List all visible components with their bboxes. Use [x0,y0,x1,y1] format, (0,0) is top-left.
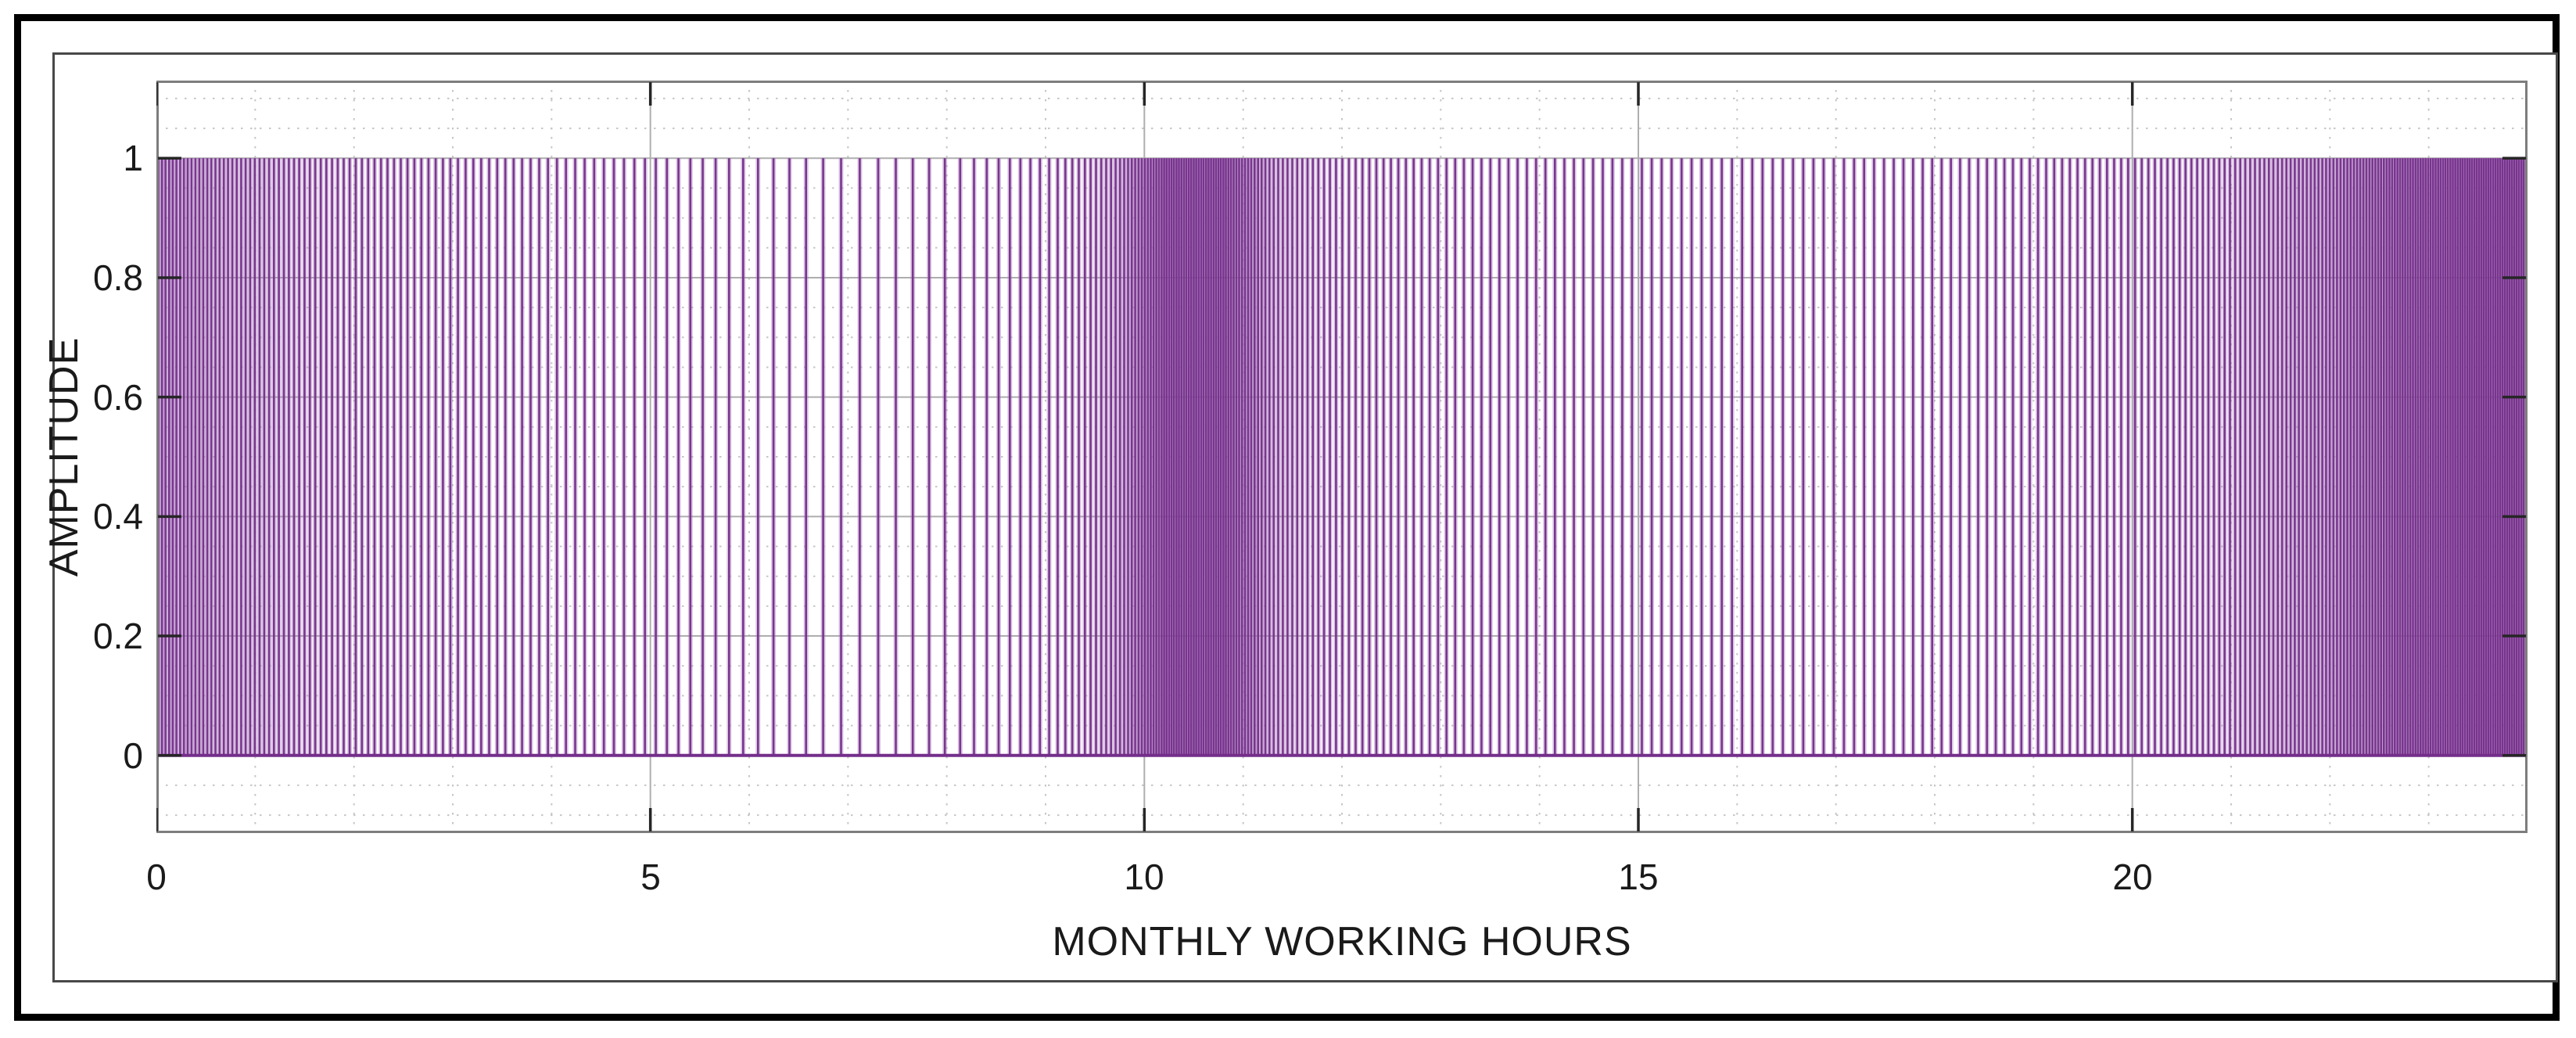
y-tick-label: 1 [123,138,143,178]
y-tick-label: 0.2 [93,616,143,656]
y-tick-label: 0.4 [93,496,143,537]
y-tick-label: 0 [123,735,143,776]
y-axis-title: AMPLITUDE [41,336,87,577]
y-tick-label: 0.6 [93,377,143,418]
x-tick-label: 5 [640,857,661,897]
x-tick-label: 0 [146,857,167,897]
figure-inner-frame [52,52,2558,982]
y-tick-label: 0.8 [93,257,143,298]
x-tick-label: 20 [2112,857,2153,897]
pulse-train-plot-canvas [156,81,2528,833]
x-axis-title: MONTHLY WORKING HOURS [1052,919,1632,964]
x-tick-label: 15 [1618,857,1659,897]
x-tick-label: 10 [1124,857,1164,897]
